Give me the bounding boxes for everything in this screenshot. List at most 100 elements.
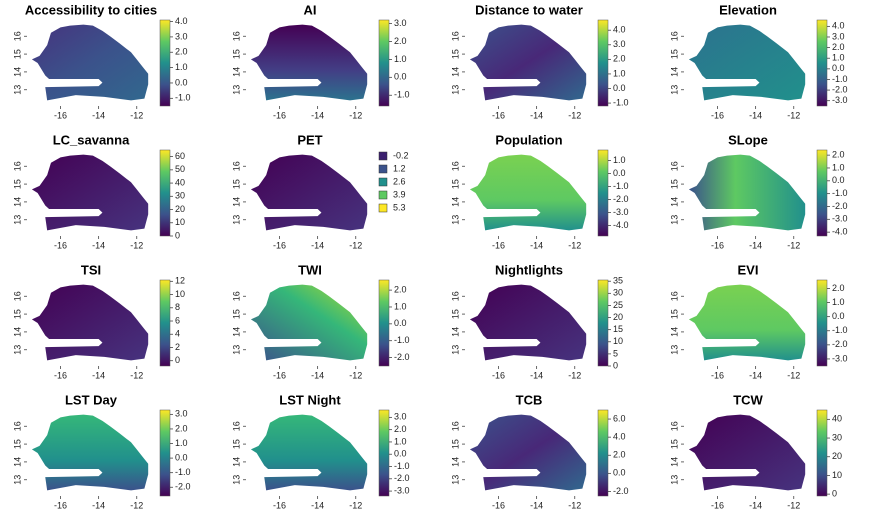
colorbar-label: 6: [175, 315, 180, 325]
y-tick-label: 13: [450, 345, 460, 355]
colorbar-label: 2.0: [394, 424, 407, 434]
y-tick-label: 13: [231, 215, 241, 225]
y-tick-label: 14: [231, 197, 241, 207]
x-tick-label: -12: [568, 110, 581, 120]
map-area: [688, 414, 806, 491]
colorbar-label: 2.0: [175, 423, 188, 433]
colorbar: [816, 409, 828, 497]
y-tick-label: 14: [450, 197, 460, 207]
y-tick-label: 15: [231, 309, 241, 319]
map-panel: Accessibility to cities -16 -14 -12 13 14 15 16…: [12, 2, 190, 120]
x-tick-label: -12: [349, 370, 362, 380]
y-tick-label: 15: [231, 49, 241, 59]
colorbar-label: 2.0: [394, 36, 407, 46]
panel-title: EVI: [738, 262, 759, 277]
colorbar-label: 2.0: [832, 42, 845, 52]
map-panel: EVI -16 -14 -12 13 14 15 16 2.0 1.0 0.0 -1.0 -2.0 -3.…: [669, 262, 847, 380]
y-tick-label: 13: [12, 475, 22, 485]
colorbar-label: -2.0: [832, 84, 848, 94]
y-tick-label: 16: [231, 291, 241, 301]
y-tick-label: 16: [12, 31, 22, 41]
y-tick-label: 14: [12, 197, 22, 207]
x-tick-label: -14: [311, 500, 324, 510]
y-tick-label: 14: [450, 67, 460, 77]
colorbar-label: -1.0: [394, 335, 410, 345]
y-tick-label: 13: [12, 85, 22, 95]
y-tick-label: 13: [231, 345, 241, 355]
x-tick-label: -16: [492, 240, 505, 250]
colorbar-label: 2.0: [394, 284, 407, 294]
colorbar-label: -1.0: [394, 461, 410, 471]
y-tick-label: 16: [450, 31, 460, 41]
colorbar-label: -3.0: [394, 485, 410, 495]
x-tick-label: -14: [749, 370, 762, 380]
y-tick-label: 16: [231, 31, 241, 41]
y-tick-label: 15: [669, 49, 679, 59]
x-tick-label: -14: [530, 110, 543, 120]
colorbar-label: -1.0: [613, 181, 629, 191]
x-tick-label: -12: [787, 110, 800, 120]
y-tick-label: 15: [231, 179, 241, 189]
x-tick-label: -16: [54, 370, 67, 380]
map-panel: TWI -16 -14 -12 13 14 15 16 2.0 1.0 0.0 -1.0 -2.0: [231, 262, 409, 380]
x-tick-label: -12: [568, 500, 581, 510]
y-tick-label: 13: [450, 85, 460, 95]
x-tick-label: -14: [311, 240, 324, 250]
y-tick-label: 13: [450, 475, 460, 485]
x-tick-label: -14: [92, 370, 105, 380]
y-tick-label: 15: [669, 309, 679, 319]
map-area: [469, 24, 587, 101]
colorbar-label: 0: [832, 489, 837, 499]
colorbar-label: 10: [613, 336, 623, 346]
colorbar: [378, 409, 390, 497]
colorbar-label: 20: [613, 312, 623, 322]
y-tick-label: 15: [450, 49, 460, 59]
colorbar-label: 20: [832, 451, 842, 461]
y-tick-label: 16: [669, 31, 679, 41]
y-tick-label: 13: [12, 345, 22, 355]
legend-label: 1.2: [393, 163, 406, 173]
panel-title: Accessibility to cities: [25, 2, 157, 17]
legend-swatch: [378, 177, 388, 187]
y-tick-label: 16: [12, 291, 22, 301]
colorbar-label: 0.0: [394, 72, 407, 82]
y-tick-label: 14: [669, 327, 679, 337]
panel-title: TCW: [733, 392, 763, 407]
map-panel: TCB -16 -14 -12 13 14 15 16 6.0 4.0 2.0 0.0 -2.0: [450, 392, 628, 510]
colorbar-label: 2.0: [175, 47, 188, 57]
y-tick-label: 14: [231, 457, 241, 467]
y-tick-label: 14: [669, 197, 679, 207]
y-tick-label: 15: [12, 49, 22, 59]
map-panel: Elevation -16 -14 -12 13 14 15 16 4.03.02.01.00.…: [669, 2, 847, 120]
map-panel: AI -16 -14 -12 13 14 15 16 3.0 2.0 1.0 0.0 -1.0: [231, 2, 409, 120]
colorbar-label: 30: [175, 191, 185, 201]
colorbar-label: 12: [175, 276, 185, 286]
colorbar-label: 2.0: [832, 150, 845, 160]
colorbar-label: 4.0: [832, 21, 845, 31]
colorbar: [816, 149, 828, 237]
map-area: [31, 24, 149, 101]
y-tick-label: 15: [12, 309, 22, 319]
colorbar-label: -1.0: [613, 97, 629, 107]
y-tick-label: 16: [450, 421, 460, 431]
colorbar-label: -1.0: [832, 188, 848, 198]
y-tick-label: 14: [12, 67, 22, 77]
legend-swatch: [378, 151, 388, 161]
map-area: [31, 154, 149, 231]
colorbar-label: 0.0: [175, 77, 188, 87]
map-area: [688, 154, 806, 231]
y-tick-label: 15: [231, 439, 241, 449]
colorbar-label: 3.0: [394, 18, 407, 28]
x-tick-label: -16: [492, 370, 505, 380]
legend-label: -0.2: [393, 150, 409, 160]
colorbar-label: 0: [175, 355, 180, 365]
colorbar-label: 6.0: [613, 413, 626, 423]
x-tick-label: -16: [492, 110, 505, 120]
x-tick-label: -16: [54, 110, 67, 120]
panel-title: TWI: [298, 262, 322, 277]
panel-title: PET: [297, 132, 322, 147]
x-tick-label: -14: [530, 240, 543, 250]
colorbar-label: -4.0: [613, 220, 629, 230]
x-tick-label: -12: [130, 370, 143, 380]
